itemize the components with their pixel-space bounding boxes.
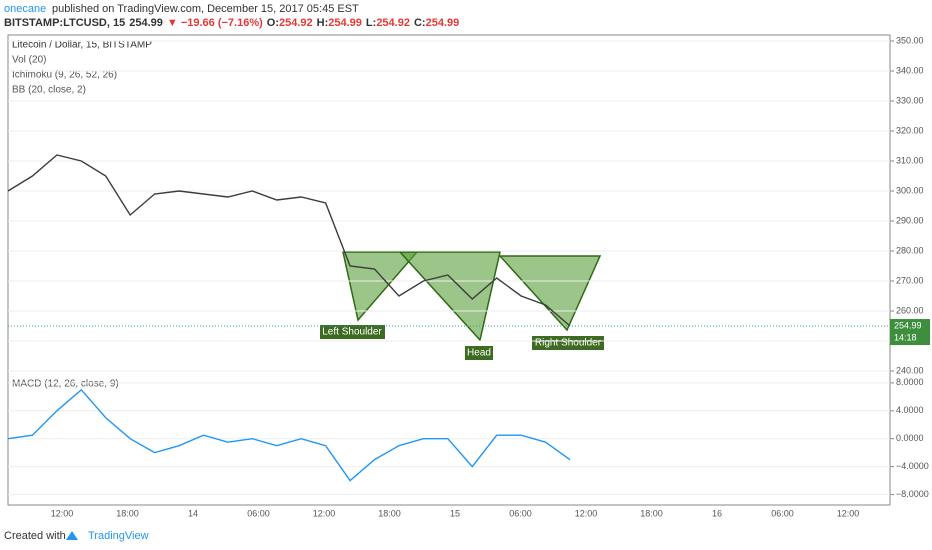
x-tick-label: 12:00 <box>575 508 598 518</box>
annotation: Left Shoulder <box>322 327 382 338</box>
annotation: Head <box>467 348 491 359</box>
x-tick-label: 12:00 <box>313 508 336 518</box>
y-tick-label: 310.00 <box>896 155 924 165</box>
y-tick-label: 280.00 <box>896 245 924 255</box>
y-tick-label: 300.00 <box>896 185 924 195</box>
y-tick-label: 330.00 <box>896 95 924 105</box>
y-tick-label: −8.0000 <box>896 489 929 499</box>
x-tick-label: 14 <box>188 508 198 518</box>
ohlc-label: O: <box>267 17 279 29</box>
last-price: 254.99 <box>129 17 163 29</box>
indicator: BB (20, close, 2) <box>12 85 86 96</box>
y-tick-label: −4.0000 <box>896 461 929 471</box>
ohlc-value: 254.92 <box>376 17 410 29</box>
price-tag <box>890 319 930 346</box>
x-tick-label: 06:00 <box>247 508 270 518</box>
logo <box>66 531 78 540</box>
y-tick-label: 320.00 <box>896 125 924 135</box>
pattern-triangle <box>398 251 501 342</box>
y-tick-label: 0.0000 <box>896 433 924 443</box>
y-tick-label: 4.0000 <box>896 405 924 415</box>
author[interactable]: onecane <box>4 3 46 15</box>
y-tick-label: 340.00 <box>896 65 924 75</box>
ohlc-value: 254.92 <box>279 17 313 29</box>
x-tick-label: 12:00 <box>837 508 860 518</box>
x-tick-label: 18:00 <box>640 508 663 518</box>
annotation-box <box>532 336 604 350</box>
x-tick-label: 16 <box>712 508 722 518</box>
ohlc-value: 254.99 <box>328 17 362 29</box>
ohlc-label: C: <box>414 17 426 29</box>
x-tick-label: 06:00 <box>509 508 532 518</box>
pattern-triangle <box>342 251 419 322</box>
annotation-box <box>320 325 385 339</box>
published: published on TradingView.com, December 1… <box>52 3 359 15</box>
y-tick-label: 260.00 <box>896 305 924 315</box>
y-tick-label: 8.0000 <box>896 377 924 387</box>
change: ▼ −19.66 (−7.16%) <box>167 17 263 29</box>
x-tick-label: 18:00 <box>378 508 401 518</box>
ohlc-label: H: <box>317 17 329 29</box>
chart-frame <box>7 34 891 506</box>
y-tick-label: 350.00 <box>896 35 924 45</box>
chart-title: Litecoin / Dollar, 15, BITSTAMP <box>12 40 152 51</box>
header-line: BITSTAMP:LTCUSD, 15 254.99 ▼ −19.66 (−7.16… <box>4 17 459 29</box>
price-tag-value: 254.99 <box>894 320 922 330</box>
ohlc-label: L: <box>366 17 376 29</box>
macd-title: MACD (12, 26, close, 9) <box>12 379 119 390</box>
footer-brand[interactable]: TradingView <box>88 530 149 542</box>
x-tick-label: 18:00 <box>116 508 139 518</box>
price-line <box>7 154 571 327</box>
x-tick-label: 15 <box>450 508 460 518</box>
ohlc-value: 254.99 <box>426 17 460 29</box>
indicator: Vol (20) <box>12 55 46 66</box>
y-tick-label: 270.00 <box>896 275 924 285</box>
y-tick-label: 240.00 <box>896 365 924 375</box>
y-tick-label: 290.00 <box>896 215 924 225</box>
x-tick-label: 06:00 <box>771 508 794 518</box>
annotation: Right Shoulder <box>535 338 602 349</box>
price-line <box>7 388 571 482</box>
x-tick-label: 12:00 <box>51 508 74 518</box>
price-tag-time: 14:18 <box>894 332 917 342</box>
footer-text: Created with <box>4 530 66 542</box>
indicator: Ichimoku (9, 26, 52, 26) <box>12 70 117 81</box>
symbol: BITSTAMP:LTCUSD, 15 <box>4 17 125 29</box>
annotation-box <box>465 346 493 360</box>
